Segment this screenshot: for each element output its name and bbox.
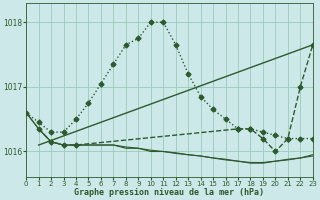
X-axis label: Graphe pression niveau de la mer (hPa): Graphe pression niveau de la mer (hPa) <box>75 188 265 197</box>
